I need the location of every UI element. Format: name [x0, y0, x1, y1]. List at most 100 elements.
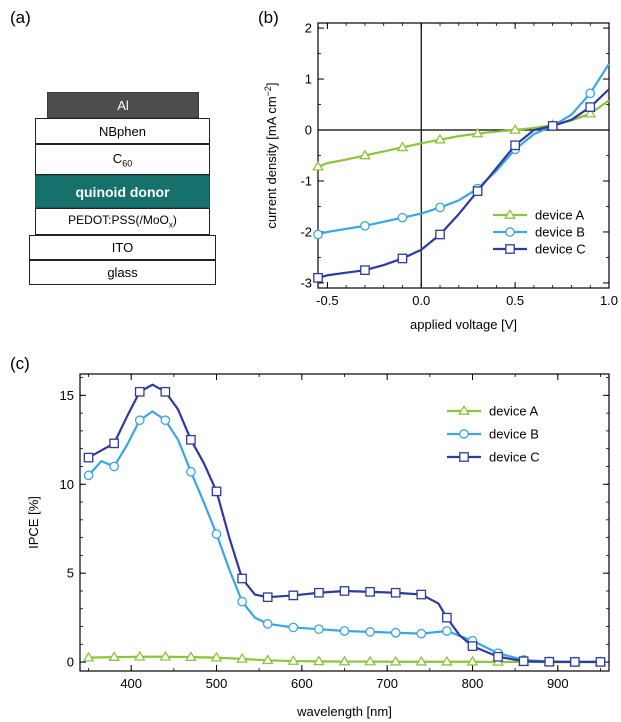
- data-point: [472, 186, 483, 197]
- data-point: [82, 651, 95, 662]
- x-tick-label: 900: [547, 676, 569, 691]
- y-tick-label: 5: [67, 566, 74, 581]
- y-tick-label: -3: [300, 275, 312, 290]
- layer-al-label: Al: [117, 97, 129, 113]
- series-line: [317, 63, 610, 236]
- data-point: [237, 573, 247, 584]
- data-point: [396, 141, 409, 152]
- data-point: [415, 655, 428, 666]
- x-tick-label: 600: [291, 676, 313, 691]
- data-point: [211, 486, 222, 497]
- data-point: [312, 160, 324, 171]
- data-point: [416, 628, 427, 639]
- layer-pedot: PEDOT:PSS(/MoOx): [35, 208, 210, 235]
- x-axis-label: applied voltage [V]: [410, 317, 517, 332]
- legend-label: device A: [535, 208, 584, 223]
- data-point: [570, 657, 580, 667]
- data-point: [83, 452, 94, 463]
- x-tick-label: 800: [462, 676, 484, 691]
- data-point: [313, 272, 323, 283]
- x-axis-label: wavelength [nm]: [296, 704, 392, 719]
- data-point: [518, 656, 529, 667]
- data-point: [442, 612, 452, 623]
- data-point: [390, 587, 401, 598]
- data-point: [360, 265, 370, 276]
- x-tick-label: 0.5: [506, 293, 524, 308]
- legend-label: device B: [489, 427, 539, 442]
- data-point: [493, 651, 503, 662]
- data-point: [109, 461, 119, 472]
- series-device-c: [83, 383, 606, 667]
- data-point: [585, 102, 596, 112]
- x-tick-label: 400: [120, 676, 142, 691]
- y-axis-label: IPCE [%]: [26, 496, 41, 549]
- y-axis-label-close: ]: [264, 82, 279, 86]
- y-tick-label: 0: [67, 655, 74, 670]
- layer-glass: glass: [29, 260, 216, 285]
- y-tick-label: -2: [300, 224, 312, 239]
- data-point: [287, 655, 300, 665]
- data-point: [360, 220, 370, 231]
- data-point: [397, 212, 408, 223]
- data-point: [442, 626, 452, 636]
- data-point: [547, 121, 558, 131]
- y-tick-label: 10: [60, 477, 74, 492]
- legend-marker: [458, 405, 470, 415]
- layer-donor-label: quinoid donor: [75, 183, 170, 200]
- layer-glass-label: glass: [107, 265, 138, 280]
- data-point: [441, 655, 453, 666]
- data-point: [595, 657, 606, 667]
- data-point: [339, 626, 350, 636]
- y-tick-label: -1: [300, 173, 312, 188]
- series-device-c: [313, 88, 610, 283]
- data-point: [83, 470, 94, 481]
- data-point: [435, 229, 445, 240]
- data-point: [186, 434, 196, 445]
- data-point: [262, 619, 273, 629]
- data-point: [389, 655, 402, 666]
- legend-marker: [504, 209, 516, 219]
- data-point: [434, 133, 446, 144]
- series-line: [87, 410, 601, 663]
- y-axis-label-sup: −2: [263, 86, 273, 96]
- data-point: [109, 438, 119, 449]
- legend-marker: [505, 227, 515, 237]
- panel-label-b: (b): [258, 8, 279, 27]
- x-tick-label: 500: [206, 676, 228, 691]
- data-point: [160, 415, 171, 426]
- data-point: [211, 529, 222, 539]
- data-point: [359, 149, 371, 160]
- data-point: [108, 651, 120, 661]
- data-point: [186, 466, 196, 477]
- data-point: [364, 655, 376, 666]
- data-point: [134, 386, 145, 397]
- layer-c60-label: C60: [112, 150, 133, 169]
- legend-marker: [459, 429, 469, 439]
- panel-label-a: (a): [10, 8, 31, 27]
- data-point: [313, 229, 323, 240]
- data-point: [288, 622, 299, 633]
- y-tick-label: 2: [305, 21, 312, 36]
- x-tick-label: 1.0: [600, 293, 618, 308]
- data-point: [338, 655, 351, 666]
- data-point: [133, 650, 146, 661]
- legend-marker: [459, 452, 469, 462]
- legend-marker: [505, 244, 515, 254]
- series-line: [317, 88, 610, 279]
- data-point: [365, 587, 375, 597]
- data-point: [288, 590, 299, 601]
- data-point: [471, 127, 484, 138]
- data-point: [236, 652, 248, 663]
- data-point: [466, 655, 479, 666]
- layer-c60: C60: [35, 144, 210, 175]
- layer-ito: ITO: [29, 235, 216, 260]
- layer-nbphen-label: NBphen: [99, 123, 146, 139]
- data-point: [509, 124, 521, 134]
- data-point: [313, 655, 325, 666]
- legend-label: device C: [489, 450, 540, 465]
- data-point: [261, 654, 274, 665]
- data-point: [397, 253, 408, 264]
- legend: device A device B device C: [447, 404, 540, 465]
